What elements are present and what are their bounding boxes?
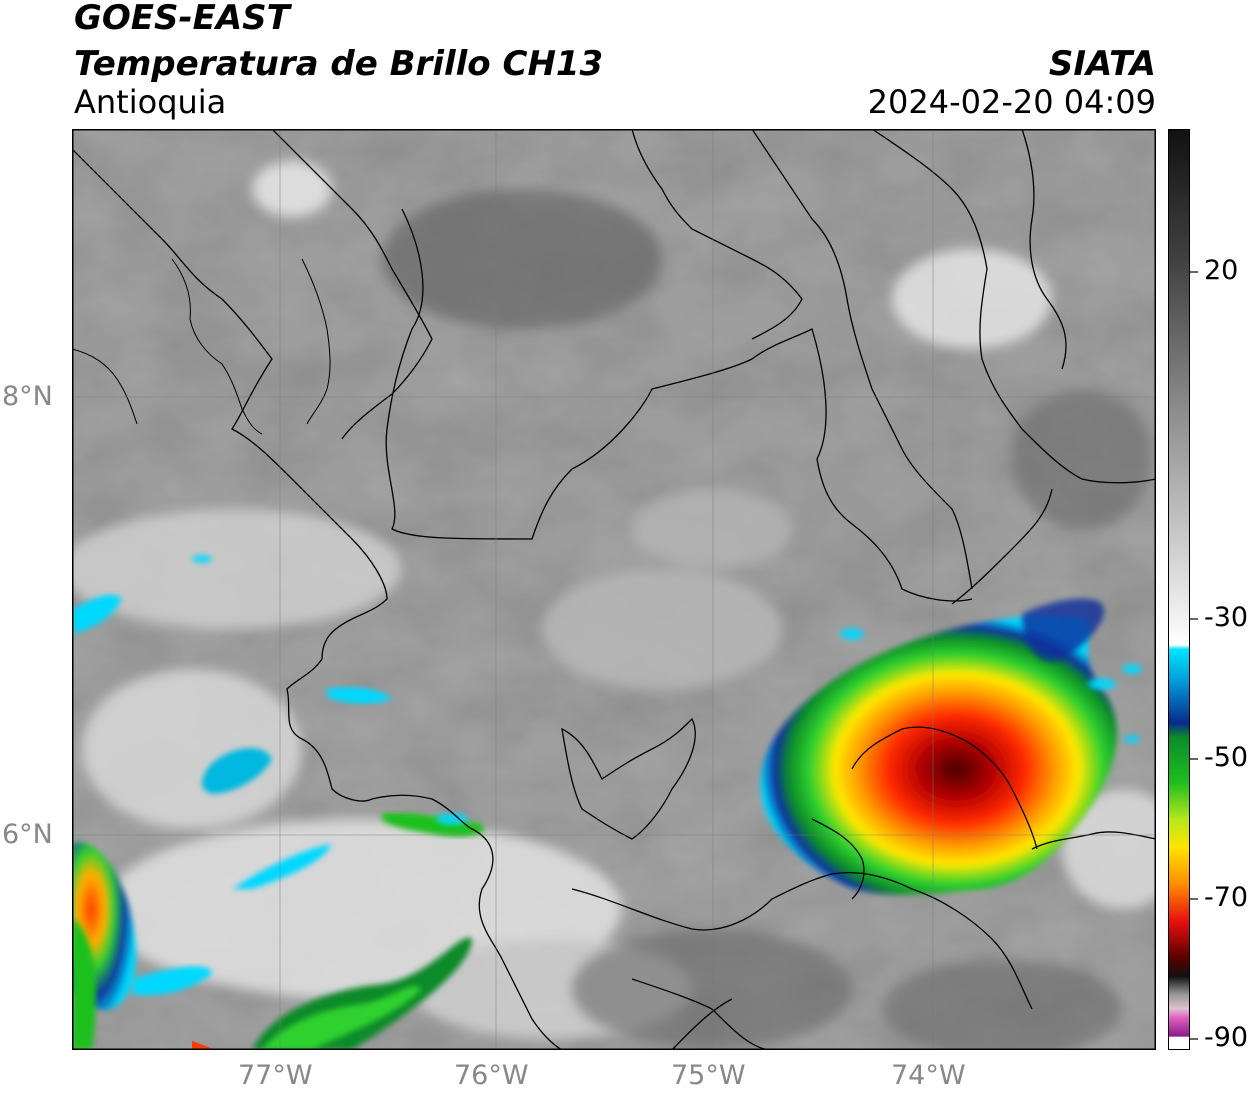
colorbar-tick-20: 20 — [1204, 255, 1239, 286]
political-boundaries — [72, 129, 1156, 1050]
brand-label: SIATA — [1048, 44, 1156, 84]
colorbar-tick-minus90: -90 — [1204, 1022, 1249, 1053]
region-label: Antioquia — [74, 83, 227, 121]
lon-tick-75w: 75°W — [671, 1060, 746, 1091]
graticule — [72, 129, 1156, 1050]
satellite-map — [72, 129, 1156, 1050]
lon-tick-77w: 77°W — [238, 1060, 313, 1091]
colorbar-tick-minus50: -50 — [1204, 742, 1249, 773]
product-title: Temperatura de Brillo CH13 — [74, 44, 604, 84]
lon-tick-76w: 76°W — [454, 1060, 529, 1091]
lat-tick-6n: 6°N — [2, 819, 53, 850]
lat-tick-8n: 8°N — [2, 381, 53, 412]
coastline — [72, 258, 331, 435]
lon-tick-74w: 74°W — [891, 1060, 966, 1091]
colorbar-tick-minus30: -30 — [1204, 602, 1249, 633]
temperature-colorbar — [1168, 129, 1190, 1050]
storm-cell-east — [760, 598, 1117, 895]
map-frame — [72, 129, 1156, 1050]
colorbar-tick-minus70: -70 — [1204, 882, 1249, 913]
storm-cell-west — [72, 594, 485, 1050]
timestamp-label: 2024-02-20 04:09 — [867, 83, 1156, 121]
satellite-title: GOES-EAST — [74, 0, 290, 38]
